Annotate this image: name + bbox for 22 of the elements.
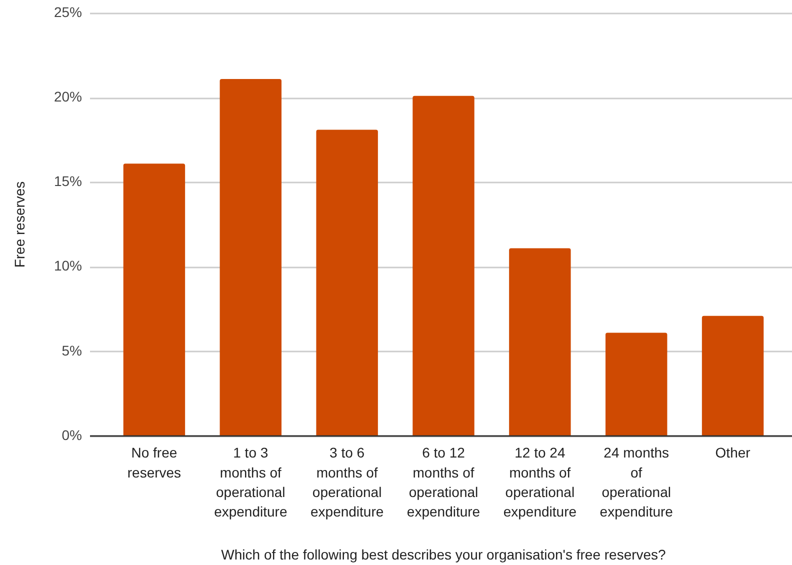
x-tick-label: 1 to 3 months of operational expenditure bbox=[214, 444, 288, 520]
x-tick-label: 12 to 24 months of operational expenditure bbox=[503, 444, 577, 520]
bar bbox=[316, 130, 378, 436]
y-tick-label: 0% bbox=[62, 426, 82, 443]
x-tick-label: 6 to 12 months of operational expenditure bbox=[406, 444, 480, 520]
y-axis-title: Free reserves bbox=[11, 181, 28, 268]
y-tick-label: 25% bbox=[54, 4, 82, 20]
y-tick-label: 5% bbox=[62, 342, 82, 358]
y-tick-label: 15% bbox=[54, 173, 82, 190]
bar bbox=[606, 332, 668, 436]
bar bbox=[220, 78, 282, 436]
y-tick-label: 20% bbox=[54, 88, 82, 104]
x-axis-title: Which of the following best describes your organisation's free reserves? bbox=[221, 546, 666, 562]
bar bbox=[123, 164, 186, 436]
y-tick-label: 10% bbox=[54, 258, 82, 274]
x-tick-label: Other bbox=[715, 444, 751, 461]
x-tick-label: No free reserves bbox=[127, 444, 182, 480]
bar bbox=[509, 248, 571, 436]
x-tick-label: 3 to 6 months of operational expenditure bbox=[310, 444, 384, 520]
bar bbox=[412, 96, 474, 436]
x-tick-label: 24 months of operational expenditure bbox=[600, 444, 674, 520]
bar bbox=[702, 316, 764, 436]
